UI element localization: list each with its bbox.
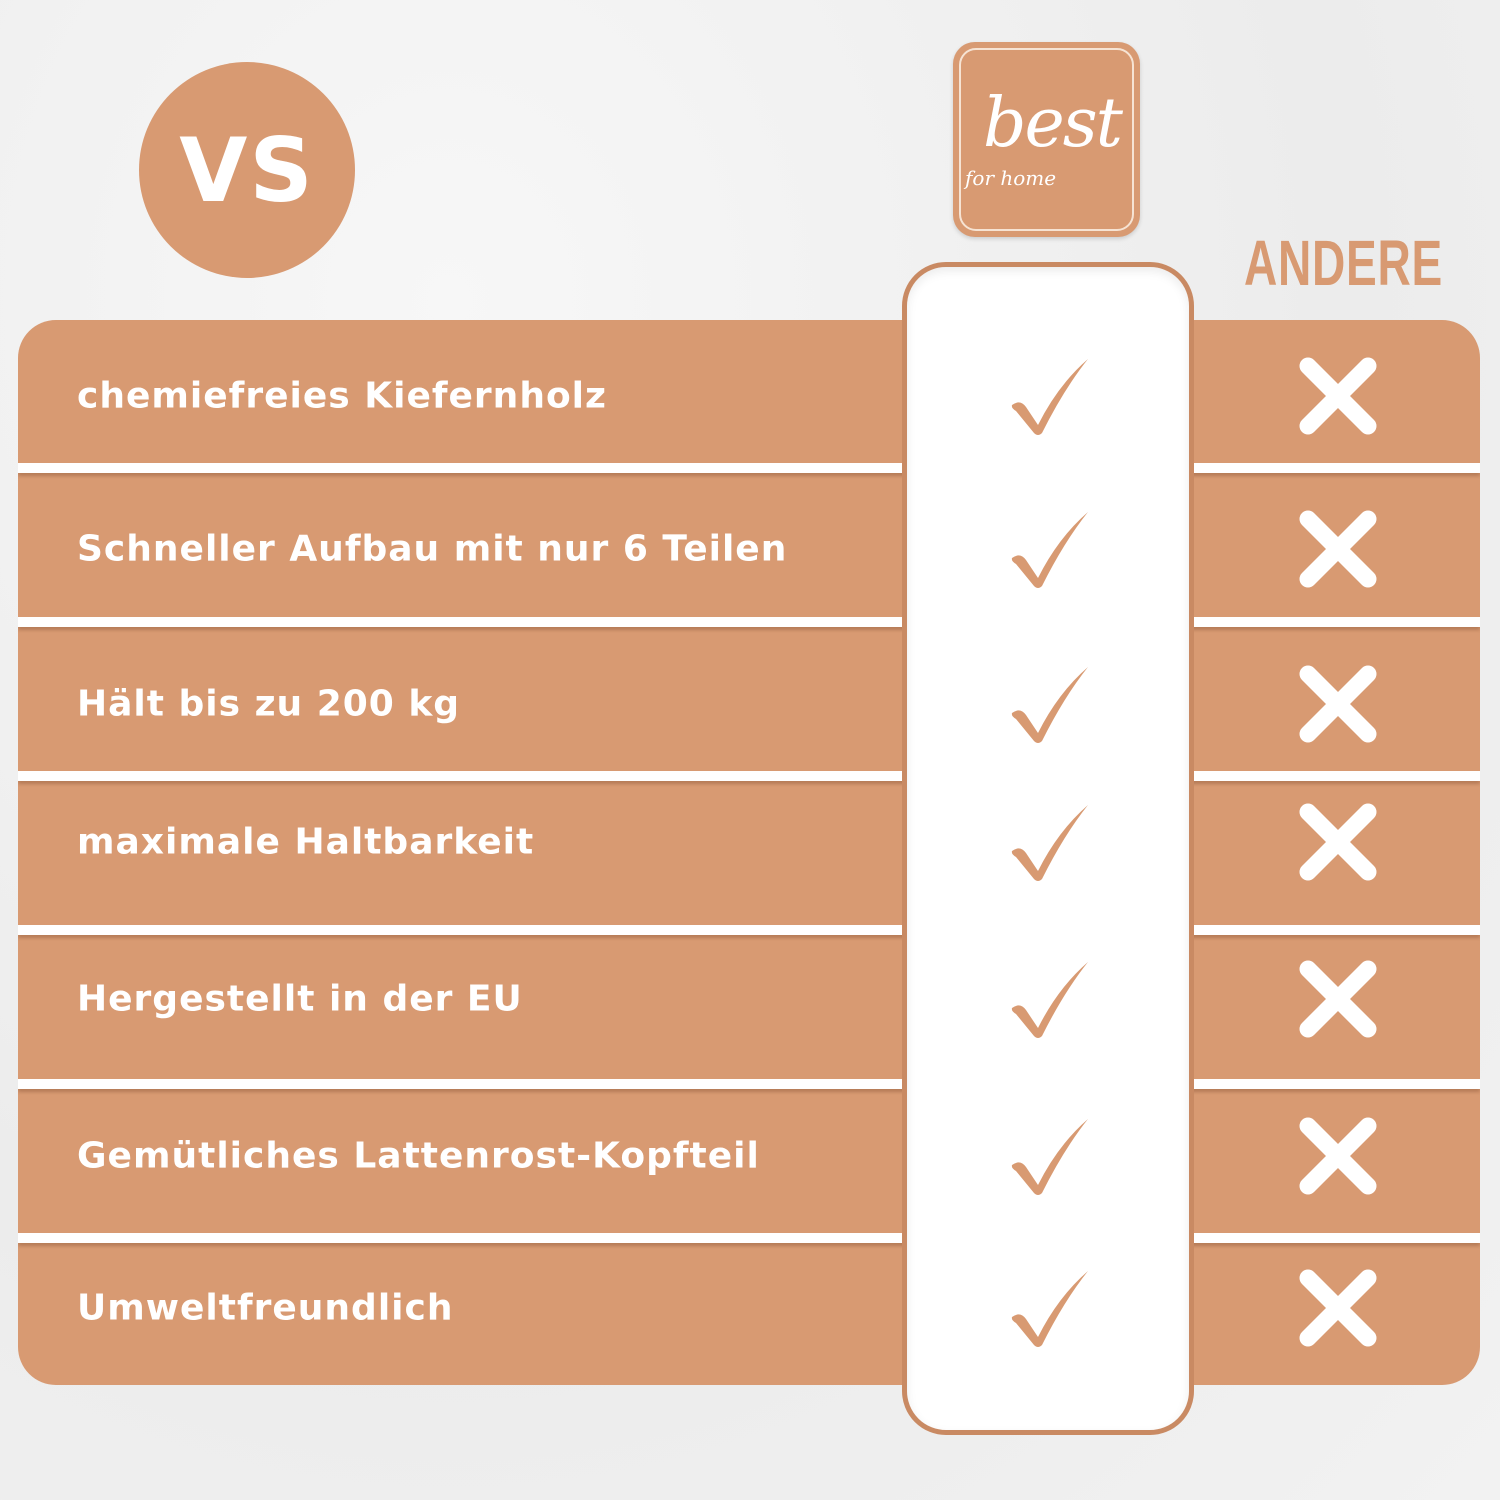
row-separator: [18, 1079, 1480, 1089]
vs-label: VS: [179, 118, 315, 222]
row-separator: [18, 1233, 1480, 1243]
cross-icon: [1299, 510, 1377, 588]
check-icon: [1011, 667, 1088, 743]
feature-label: Umweltfreundlich: [77, 1287, 454, 1329]
brand-column: [902, 262, 1194, 1435]
feature-label: chemiefreies Kiefernholz: [77, 375, 607, 417]
row-separator: [18, 925, 1480, 935]
check-icon: [1011, 1119, 1088, 1195]
vs-badge: VS: [139, 62, 355, 278]
cross-icon: [1299, 665, 1377, 743]
check-icon: [1011, 962, 1088, 1038]
cross-icon: [1299, 803, 1377, 881]
comparison-table: chemiefreies Kiefernholz Schneller Aufbau…: [18, 320, 1480, 1385]
feature-label: maximale Haltbarkeit: [77, 821, 535, 863]
cross-icon: [1299, 1117, 1377, 1195]
feature-label: Hergestellt in der EU: [77, 978, 523, 1020]
cross-icon: [1299, 960, 1377, 1038]
logo-for-home-text: for home: [965, 166, 1057, 190]
row-separator: [18, 617, 1480, 627]
check-icon: [1011, 512, 1088, 588]
row-separator: [18, 463, 1480, 473]
check-icon: [1011, 805, 1088, 881]
cross-icon: [1299, 357, 1377, 435]
feature-label: Hält bis zu 200 kg: [77, 683, 461, 725]
competitor-heading: ANDERE: [1244, 227, 1443, 299]
feature-label: Schneller Aufbau mit nur 6 Teilen: [77, 528, 788, 570]
logo-best-text: best: [983, 84, 1123, 163]
cross-icon: [1299, 1269, 1377, 1347]
feature-label: Gemütliches Lattenrost-Kopfteil: [77, 1135, 760, 1177]
check-icon: [1011, 1271, 1088, 1347]
brand-logo: best for home: [953, 42, 1140, 237]
row-separator: [18, 771, 1480, 781]
check-icon: [1011, 359, 1088, 435]
